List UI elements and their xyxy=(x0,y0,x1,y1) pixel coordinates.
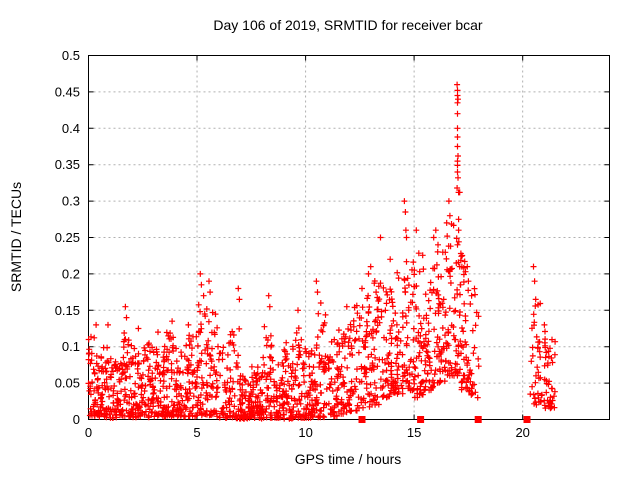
y-tick-label: 0.5 xyxy=(62,48,80,63)
y-tick-label: 0.25 xyxy=(55,230,80,245)
y-axis-tick-labels: 0 0.05 0.1 0.15 0.2 0.25 0.3 0.35 0.4 0.45 0.5 xyxy=(55,48,80,427)
x-tick-label: 5 xyxy=(193,425,200,440)
plot-border xyxy=(88,55,610,420)
axis-square-marker xyxy=(358,416,366,423)
scatter-plus-markers xyxy=(85,81,559,422)
y-tick-label: 0.05 xyxy=(55,376,80,391)
y-tick-label: 0.3 xyxy=(62,194,80,209)
data-points-srmtid xyxy=(85,81,559,422)
grid-lines xyxy=(88,55,610,420)
x-axis-label: GPS time / hours xyxy=(295,451,402,467)
y-tick-label: 0.35 xyxy=(55,157,80,172)
axis-square-marker xyxy=(474,416,482,423)
x-axis-tick-labels: 0 5 10 15 20 xyxy=(85,425,530,440)
x-tick-label: 20 xyxy=(515,425,529,440)
x-tick-label: 15 xyxy=(407,425,421,440)
axis-square-marker xyxy=(523,416,531,423)
data-points-axis-squares xyxy=(358,416,531,423)
y-axis-label: SRMTID / TECUs xyxy=(8,182,24,292)
y-tick-label: 0.1 xyxy=(62,339,80,354)
y-tick-label: 0.15 xyxy=(55,303,80,318)
y-tick-label: 0.2 xyxy=(62,266,80,281)
y-tick-label: 0.45 xyxy=(55,84,80,99)
chart-title: Day 106 of 2019, SRMTID for receiver bca… xyxy=(213,17,483,33)
y-tick-label: 0 xyxy=(73,412,80,427)
y-tick-label: 0.4 xyxy=(62,121,80,136)
x-tick-label: 10 xyxy=(298,425,312,440)
x-tick-label: 0 xyxy=(85,425,92,440)
axis-square-marker xyxy=(417,416,425,423)
